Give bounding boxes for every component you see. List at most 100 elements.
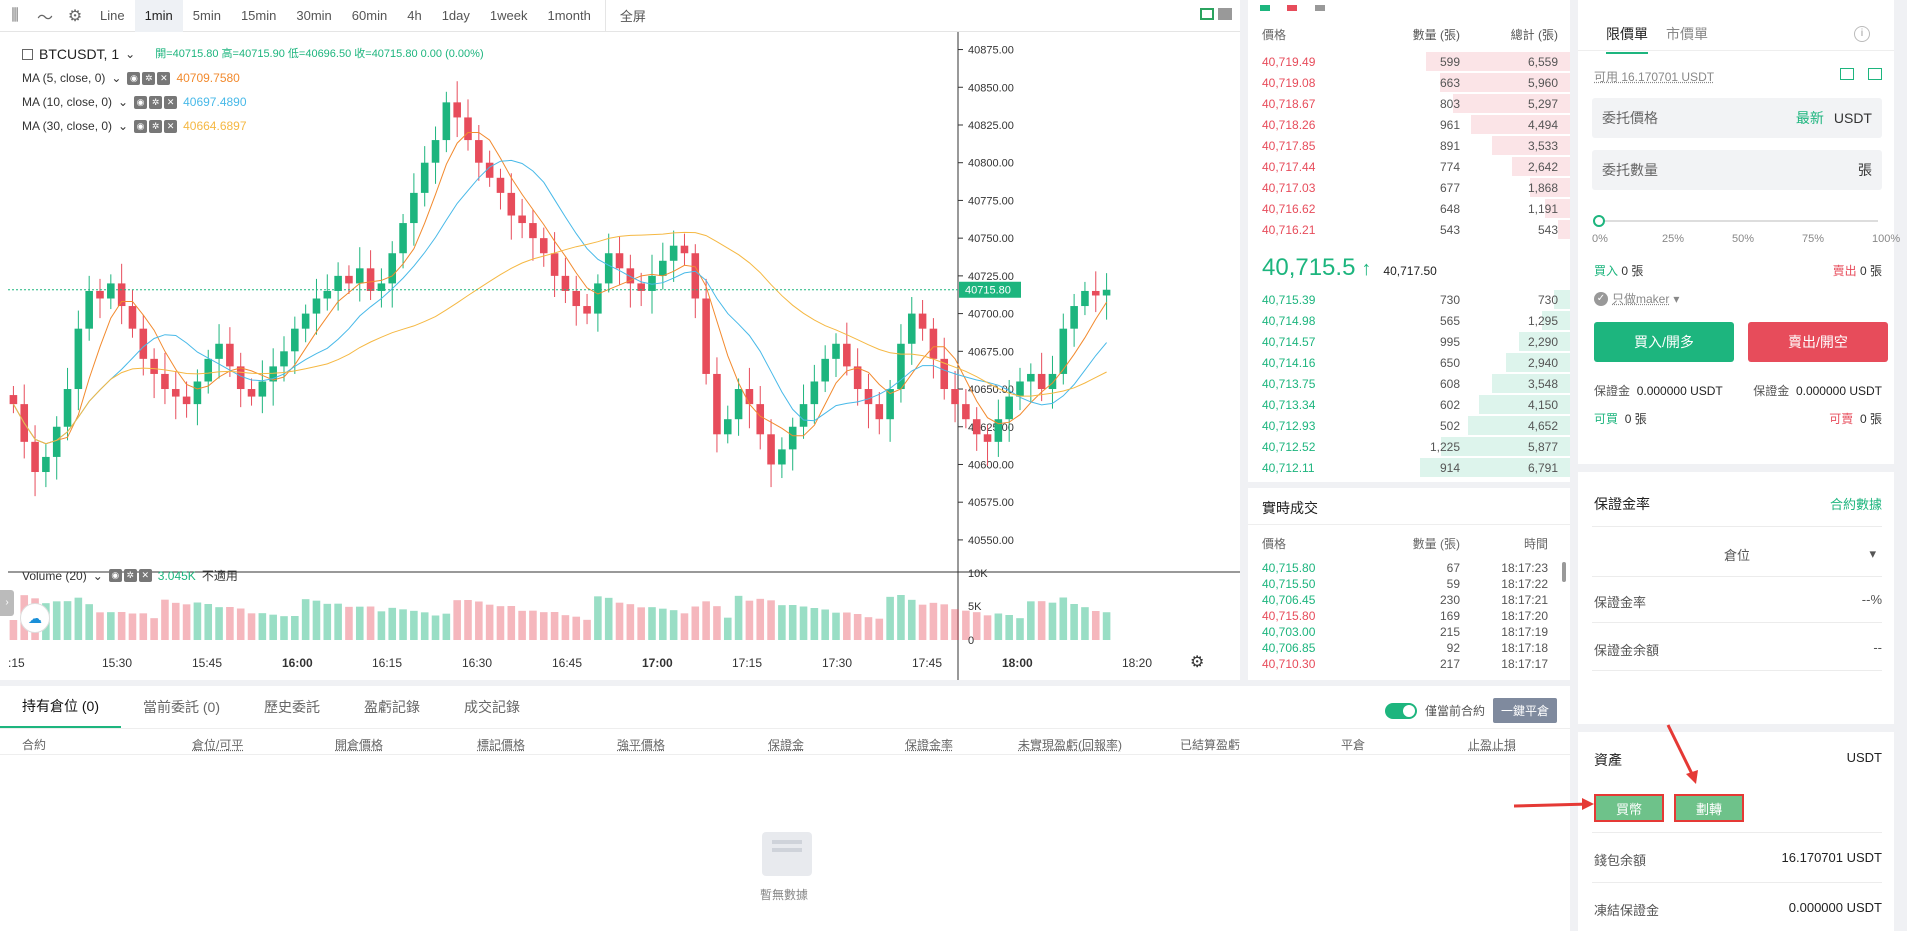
volume-bar [983,615,992,640]
chart-settings-gear-icon[interactable]: ⚙ [1190,654,1205,671]
bid-row[interactable]: 40,714.16 650 2,940 [1248,352,1570,373]
chevron-down-icon[interactable]: ⌄ [125,47,136,61]
eye-icon[interactable]: ◉ [108,569,122,582]
tradingview-logo-icon[interactable]: ☁ [20,603,50,633]
positions-tab-2[interactable]: 歷史委託 [264,699,320,715]
slider-mark-label[interactable]: 25% [1662,233,1685,245]
indicator-icon[interactable]: 〜 [36,9,53,27]
ask-row[interactable]: 40,719.08 663 5,960 [1248,72,1570,93]
close-icon[interactable]: ✕ [157,71,171,85]
contract-data-link[interactable]: 合約數據 [1829,497,1882,512]
interval-line[interactable]: Line [100,8,125,23]
bid-row[interactable]: 40,712.11 914 6,791 [1248,457,1570,478]
ask-row[interactable]: 40,719.49 599 6,559 [1248,51,1570,72]
collapse-icon[interactable] [22,48,33,60]
quantity-input[interactable]: 委托數量 張 [1592,150,1882,190]
close-icon[interactable]: ✕ [164,95,178,109]
orderbook-mode-icons[interactable] [1260,0,1330,11]
slider-mark-label[interactable]: 0% [1592,233,1608,245]
gear-icon[interactable]: ✲ [149,119,163,133]
chart-type-icon[interactable] [1218,8,1232,20]
close-icon[interactable]: ✕ [138,569,152,582]
chevron-down-icon[interactable]: ⌄ [118,95,129,109]
interval-1day[interactable]: 1day [441,8,470,23]
symbol-label[interactable]: BTCUSDT, 1 [39,46,120,62]
calculator-icon[interactable] [1868,68,1882,80]
buy-coin-button[interactable]: 買幣 [1594,794,1664,822]
layout-icon[interactable] [1200,8,1214,20]
bid-row[interactable]: 40,714.98 565 1,295 [1248,310,1570,331]
ask-row[interactable]: 40,717.03 677 1,868 [1248,177,1570,198]
tab-market-order[interactable]: 市價單 [1666,26,1708,42]
slider-mark-label[interactable]: 50% [1732,233,1755,245]
chart-area[interactable]: ⫼ 〜 ⚙ Line 1min 5min 15min 30min 60min 4h 1day… [0,0,1240,680]
interval-4h[interactable]: 4h [407,8,422,23]
amount-slider-handle[interactable] [1593,215,1605,227]
transfer-icon[interactable] [1840,68,1854,80]
close-all-button[interactable]: 一鍵平倉 [1493,698,1558,723]
candlestick-type-icon[interactable]: ⫼ [11,6,19,24]
bid-row[interactable]: 40,712.93 502 4,652 [1248,415,1570,436]
interval-30min[interactable]: 30min [296,8,332,23]
chevron-down-icon[interactable]: ⌄ [111,71,122,85]
eye-icon[interactable]: ◉ [127,71,141,85]
row-total: 4,494 [1527,117,1558,132]
ask-row[interactable]: 40,717.44 774 2,642 [1248,156,1570,177]
gear-icon[interactable]: ✲ [142,71,156,85]
chevron-down-icon[interactable]: ⌄ [118,119,129,133]
volume-label[interactable]: Volume (20) [22,568,87,583]
buy-long-button[interactable]: 買入/開多 [1594,322,1734,362]
price-latest-link[interactable]: 最新 [1795,110,1824,126]
ask-row[interactable]: 40,716.21 543 543 [1248,219,1570,240]
ask-row[interactable]: 40,716.62 648 1,191 [1248,198,1570,219]
slider-mark-label[interactable]: 75% [1802,233,1825,245]
amount-slider-track[interactable] [1598,220,1878,222]
only-current-toggle[interactable] [1385,702,1417,719]
interval-60min[interactable]: 60min [351,8,388,23]
interval-1min[interactable]: 1min [134,0,183,32]
close-icon[interactable]: ✕ [164,119,178,133]
bid-row[interactable]: 40,713.75 608 3,548 [1248,373,1570,394]
candle-body [96,290,104,299]
transfer-button[interactable]: 劃轉 [1674,794,1744,822]
volume-bar [1027,601,1035,640]
ma5-label[interactable]: MA (5, close, 0) [22,71,106,85]
bid-row[interactable]: 40,714.57 995 2,290 [1248,331,1570,352]
positions-tab-0[interactable]: 持有倉位 (0) [0,686,121,728]
sell-short-button[interactable]: 賣出/開空 [1748,322,1888,362]
candle-body [734,389,743,420]
ask-row[interactable]: 40,718.67 803 5,297 [1248,93,1570,114]
eye-icon[interactable]: ◉ [134,95,148,109]
eye-icon[interactable]: ◉ [134,119,148,133]
interval-1month[interactable]: 1month [547,8,591,23]
slider-mark-label[interactable]: 100% [1872,233,1901,245]
candle-body [1091,290,1100,296]
trades-scrollbar[interactable] [1562,562,1566,582]
positions-tab-3[interactable]: 盈虧記錄 [364,699,420,715]
interval-1week[interactable]: 1week [489,8,528,23]
settings-gear-icon[interactable]: ⚙ [67,7,83,25]
chevron-down-icon[interactable]: ⌄ [92,568,103,583]
check-icon[interactable]: ✓ [1594,291,1608,306]
gear-icon[interactable]: ✲ [123,569,137,582]
ask-row[interactable]: 40,718.26 961 4,494 [1248,114,1570,135]
bid-row[interactable]: 40,713.34 602 4,150 [1248,394,1570,415]
row-total: 6,791 [1527,460,1558,475]
ma30-label[interactable]: MA (30, close, 0) [22,119,113,133]
positions-tab-4[interactable]: 成交記錄 [464,699,520,715]
sidebar-toggle-handle[interactable]: › [0,590,14,616]
fullscreen-button[interactable]: 全屏 [619,9,646,24]
bid-row[interactable]: 40,715.39 730 730 [1248,289,1570,310]
gear-icon[interactable]: ✲ [149,95,163,109]
positions-tab-1[interactable]: 當前委託 (0) [143,699,220,715]
ma10-label[interactable]: MA (10, close, 0) [22,95,113,109]
position-select[interactable]: 倉位 ▾ [1592,534,1882,574]
price-input[interactable]: 委托價格 最新 USDT [1592,98,1882,138]
interval-15min[interactable]: 15min [240,8,277,23]
interval-5min[interactable]: 5min [192,8,221,23]
info-icon[interactable]: i [1854,26,1870,42]
ask-row[interactable]: 40,717.85 891 3,533 [1248,135,1570,156]
tab-limit-order[interactable]: 限價單 [1606,24,1648,54]
maker-only-row[interactable]: ✓ 只做maker ▾ [1594,290,1679,307]
bid-row[interactable]: 40,712.52 1,225 5,877 [1248,436,1570,457]
